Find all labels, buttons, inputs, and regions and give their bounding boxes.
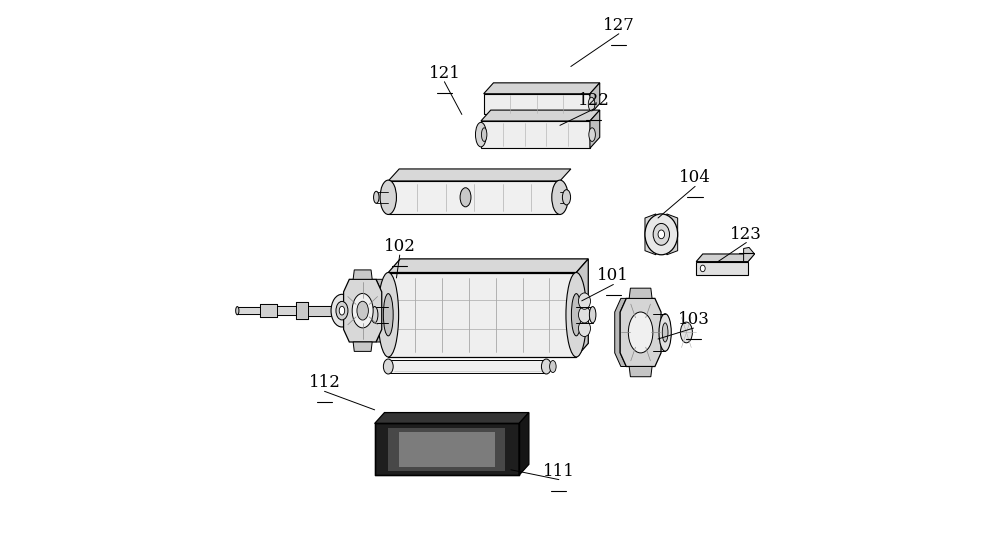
Polygon shape	[590, 110, 600, 148]
Text: 121: 121	[428, 65, 460, 82]
Ellipse shape	[589, 128, 595, 142]
Ellipse shape	[662, 323, 668, 342]
Text: 127: 127	[603, 17, 635, 34]
Polygon shape	[590, 83, 600, 114]
Ellipse shape	[460, 187, 471, 207]
Polygon shape	[388, 272, 576, 357]
Ellipse shape	[588, 98, 595, 111]
Polygon shape	[353, 342, 372, 352]
Ellipse shape	[589, 306, 596, 323]
Ellipse shape	[578, 320, 590, 337]
Ellipse shape	[378, 272, 399, 357]
Polygon shape	[667, 214, 678, 255]
Ellipse shape	[680, 322, 692, 343]
Ellipse shape	[383, 359, 393, 374]
Polygon shape	[388, 428, 505, 471]
Ellipse shape	[336, 301, 348, 320]
Polygon shape	[353, 270, 372, 280]
Ellipse shape	[331, 294, 353, 327]
Text: 104: 104	[679, 169, 711, 186]
Text: 101: 101	[597, 268, 629, 284]
Ellipse shape	[339, 306, 345, 315]
Polygon shape	[696, 254, 755, 262]
Polygon shape	[344, 280, 382, 342]
Text: 123: 123	[730, 226, 762, 243]
Ellipse shape	[645, 214, 678, 255]
Polygon shape	[375, 413, 529, 423]
Ellipse shape	[566, 272, 587, 357]
Ellipse shape	[374, 191, 379, 203]
Ellipse shape	[541, 359, 551, 374]
Polygon shape	[645, 214, 656, 255]
Polygon shape	[696, 262, 748, 275]
Polygon shape	[388, 181, 560, 214]
Ellipse shape	[628, 312, 653, 353]
Ellipse shape	[659, 314, 671, 351]
Ellipse shape	[552, 180, 568, 215]
Text: 112: 112	[309, 374, 340, 391]
Ellipse shape	[236, 306, 239, 315]
Polygon shape	[615, 299, 626, 366]
Ellipse shape	[380, 180, 396, 215]
Polygon shape	[376, 280, 388, 342]
Ellipse shape	[653, 223, 669, 245]
Polygon shape	[481, 121, 590, 148]
Ellipse shape	[562, 190, 571, 205]
Polygon shape	[481, 110, 600, 121]
Ellipse shape	[481, 128, 487, 142]
Polygon shape	[629, 288, 652, 299]
Polygon shape	[484, 83, 600, 94]
Ellipse shape	[475, 123, 486, 147]
Polygon shape	[375, 423, 519, 475]
Polygon shape	[576, 259, 588, 357]
Polygon shape	[388, 259, 588, 272]
Text: 102: 102	[384, 238, 416, 255]
Ellipse shape	[658, 230, 665, 239]
Ellipse shape	[371, 306, 378, 323]
Ellipse shape	[383, 294, 393, 336]
Polygon shape	[629, 366, 652, 377]
Polygon shape	[388, 169, 571, 181]
Text: 122: 122	[578, 92, 610, 109]
Polygon shape	[519, 413, 529, 475]
Polygon shape	[620, 299, 661, 366]
Polygon shape	[399, 432, 495, 467]
Text: 111: 111	[543, 463, 575, 480]
Ellipse shape	[357, 301, 368, 320]
Ellipse shape	[571, 294, 581, 336]
Ellipse shape	[700, 265, 705, 272]
Text: 103: 103	[678, 311, 709, 328]
Polygon shape	[484, 94, 590, 114]
Polygon shape	[388, 360, 546, 373]
Ellipse shape	[550, 361, 556, 373]
Polygon shape	[744, 247, 755, 262]
Ellipse shape	[578, 306, 590, 323]
Ellipse shape	[352, 293, 373, 328]
Ellipse shape	[578, 293, 590, 310]
